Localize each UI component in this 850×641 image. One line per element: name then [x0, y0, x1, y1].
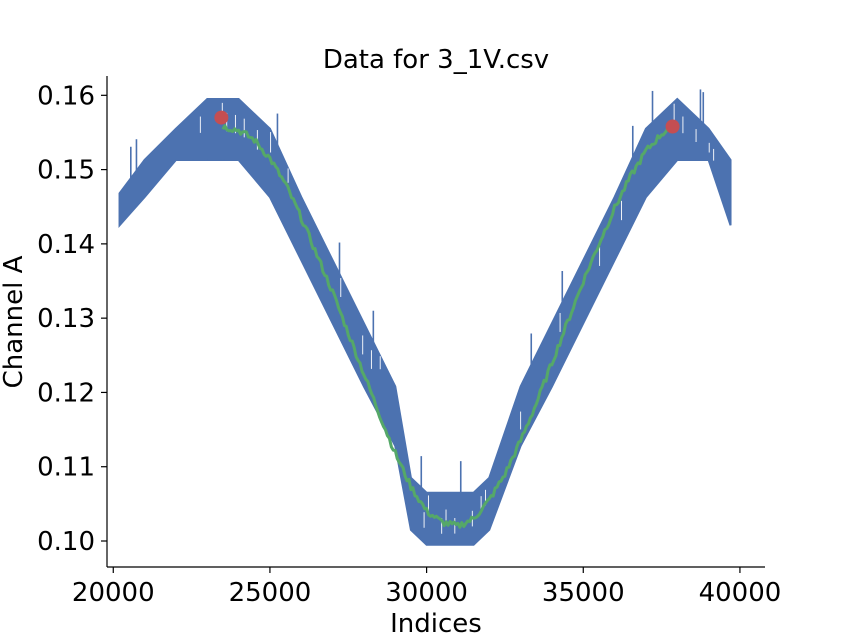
- peak-marker: [214, 110, 229, 125]
- x-tick-label: 20000: [72, 578, 155, 608]
- y-tick-label: 0.14: [37, 230, 95, 260]
- peak-marker: [665, 119, 680, 134]
- y-tick-label: 0.11: [37, 453, 95, 483]
- raw-signal-series: [118, 89, 732, 546]
- chart-title: Data for 3_1V.csv: [323, 45, 549, 75]
- x-tick-label: 30000: [385, 578, 468, 608]
- y-axis: 0.10 0.11 0.12 0.13 0.14 0.15 0.16: [37, 76, 108, 567]
- y-tick-label: 0.15: [37, 156, 95, 186]
- x-tick-label: 40000: [699, 578, 782, 608]
- x-axis: 20000 25000 30000 35000 40000: [72, 566, 782, 608]
- x-tick-label: 25000: [229, 578, 312, 608]
- x-axis-label: Indices: [390, 609, 482, 637]
- y-tick-label: 0.12: [37, 378, 95, 408]
- y-tick-label: 0.10: [37, 527, 95, 557]
- y-axis-label: Channel A: [0, 255, 29, 388]
- smoothed-signal-line: [221, 124, 676, 529]
- y-tick-label: 0.13: [37, 304, 95, 334]
- raw-signal-band: [118, 97, 732, 546]
- plot-area: [118, 89, 732, 546]
- y-tick-label: 0.16: [37, 81, 95, 111]
- x-tick-label: 35000: [542, 578, 625, 608]
